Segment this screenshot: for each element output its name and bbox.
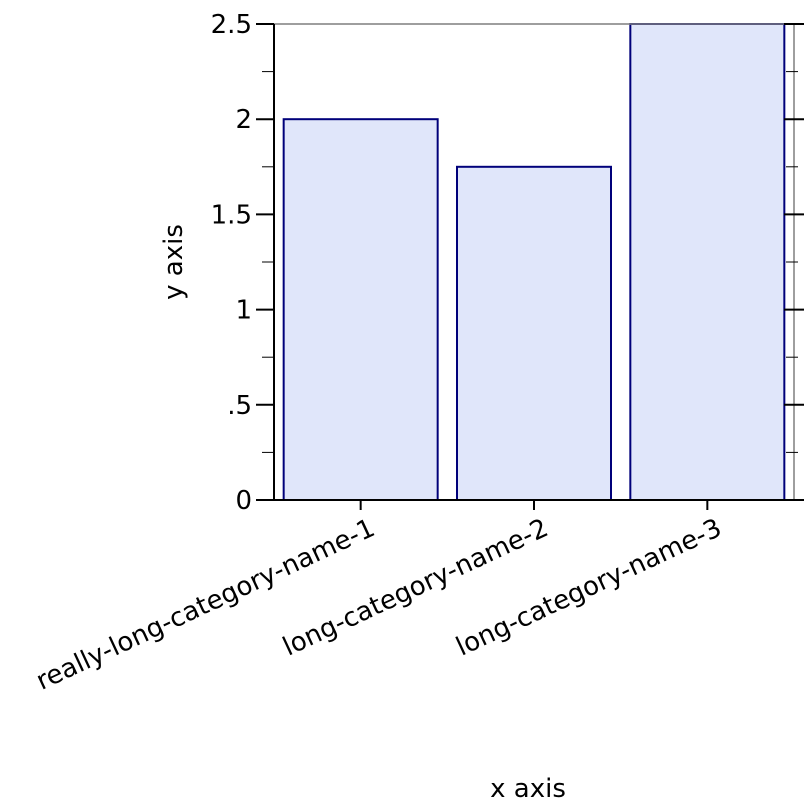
y-tick-label: 2.5 [211,10,252,40]
x-tick-label: really-long-category-name-1 [32,513,380,696]
y-tick-label: 2 [235,105,252,135]
bar [629,23,786,501]
x-axis-title: x axis [490,774,566,804]
y-tick-label: .5 [227,391,252,421]
chart-marks [282,23,786,502]
y-tick-label: 1.5 [211,200,252,230]
y-tick-label: 1 [235,296,252,326]
y-axis-title: y axis [159,224,189,300]
bar [456,165,612,502]
y-tick-label: 0 [235,486,252,516]
bar [282,118,439,501]
